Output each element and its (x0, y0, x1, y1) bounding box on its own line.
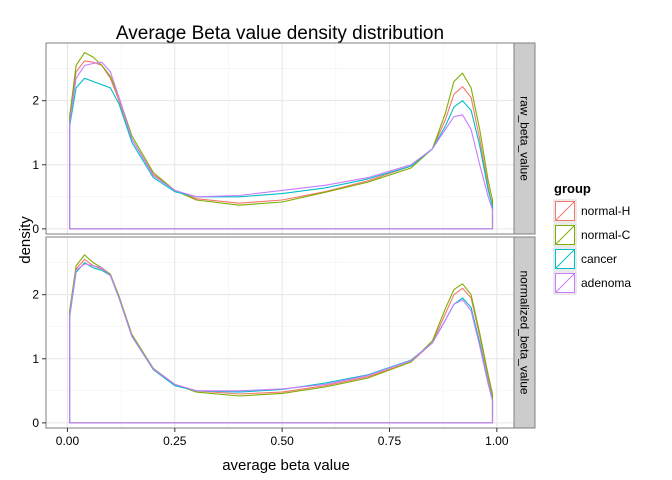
facet-strip-label: normalized_beta_value (518, 270, 532, 394)
y-tick-label: 2 (32, 288, 39, 302)
density-line-adenoma (69, 263, 494, 424)
legend-key-outline (555, 201, 575, 221)
facet-panel: raw_beta_value 0 1 2 (32, 42, 536, 236)
x-tick-label: 0.25 (163, 434, 187, 448)
legend-key-diagonal (555, 201, 575, 221)
density-line-cancer (69, 262, 494, 424)
facet-strip (513, 42, 536, 235)
x-tick-label: 0.75 (378, 434, 402, 448)
facet-panels: raw_beta_value 0 1 2 normalized_beta_value 0 1… (32, 42, 536, 448)
y-tick-label: 0 (32, 222, 39, 236)
chart-title: Average Beta value density distribution (116, 23, 444, 44)
y-tick-label: 1 (32, 158, 39, 172)
legend-item: normal-H (553, 199, 630, 223)
y-tick-label: 1 (32, 352, 39, 366)
legend-items: normal-H normal-C cancer adenoma (553, 199, 631, 295)
legend-key-outline (555, 273, 575, 293)
y-tick-label: 2 (32, 94, 39, 108)
density-line-adenoma (69, 61, 494, 230)
legend-item: normal-C (553, 223, 631, 247)
legend-label: normal-C (581, 228, 631, 242)
legend-key-diagonal (555, 273, 575, 293)
density-line-cancer (69, 77, 494, 230)
x-tick-label: 0.00 (56, 434, 80, 448)
x-tick-label: 1.00 (485, 434, 509, 448)
legend-item: cancer (553, 247, 617, 271)
legend-label: adenoma (581, 276, 631, 290)
panel-background (46, 237, 514, 428)
legend-title: group (554, 181, 591, 196)
density-line-normal-C (69, 52, 494, 230)
density-line-normal-C (69, 254, 494, 424)
legend-key-diagonal (555, 225, 575, 245)
y-tick-label: 0 (32, 416, 39, 430)
legend-label: normal-H (581, 204, 630, 218)
x-tick-label: 0.50 (270, 434, 294, 448)
x-axis-title: average beta value (222, 457, 350, 474)
facet-panel: normalized_beta_value 0 1 2 0.00 0.25 0.50 0.75… (32, 236, 536, 448)
legend-key-diagonal (555, 249, 575, 269)
y-axis-title: density (17, 216, 34, 264)
legend-key-outline (555, 249, 575, 269)
panel-background (46, 43, 514, 234)
legend-item: adenoma (553, 271, 631, 295)
facet-strip-label: raw_beta_value (518, 96, 532, 181)
legend-label: cancer (581, 252, 617, 266)
legend-key-outline (555, 225, 575, 245)
facet-strip (513, 236, 536, 429)
legend: group normal-H normal-C cancer adenoma (553, 181, 631, 295)
